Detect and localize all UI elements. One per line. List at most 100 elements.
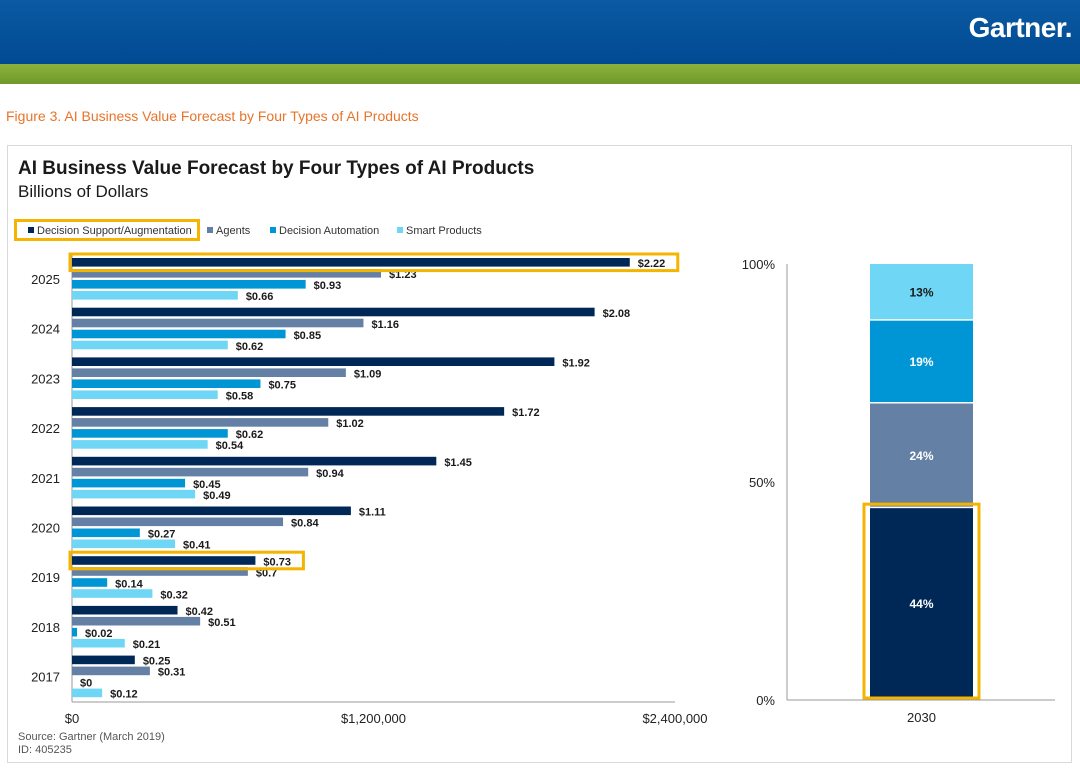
data-label-2023-decision-support-augmentation: $1.92 bbox=[562, 358, 590, 370]
legend-item-agents: Agents bbox=[207, 225, 250, 237]
bar-2019-decision-support-augmentation bbox=[72, 556, 256, 565]
data-label-2018-agents: $0.51 bbox=[208, 617, 236, 629]
data-label-2020-decision-support-augmentation: $1.11 bbox=[359, 507, 386, 519]
chart-subtitle: Billions of Dollars bbox=[18, 182, 149, 201]
data-label-2021-agents: $0.94 bbox=[316, 468, 344, 480]
highlight-box-2019 bbox=[68, 550, 305, 571]
bar-2023-decision-automation bbox=[72, 379, 261, 388]
legend-item-smart-products: Smart Products bbox=[397, 225, 482, 237]
stack-segment-agents bbox=[870, 403, 973, 507]
chart-title: AI Business Value Forecast by Four Types… bbox=[18, 158, 535, 179]
category-label-2018: 2018 bbox=[31, 620, 60, 635]
data-label-2023-smart-products: $0.58 bbox=[226, 391, 254, 403]
bar-2025-smart-products bbox=[72, 291, 238, 300]
data-label-2017-smart-products: $0.12 bbox=[110, 689, 138, 701]
category-label-2024: 2024 bbox=[31, 322, 60, 337]
bar-2017-agents bbox=[72, 666, 150, 676]
data-label-2021-smart-products: $0.49 bbox=[203, 490, 231, 502]
gartner-logo: Gartner. bbox=[968, 12, 1073, 43]
data-label-2017-decision-automation: $0 bbox=[80, 678, 92, 690]
legend-swatch-icon bbox=[270, 227, 276, 233]
legend-label: Decision Automation bbox=[279, 225, 380, 237]
data-label-2020-agents: $0.84 bbox=[291, 518, 319, 530]
category-label-2022: 2022 bbox=[31, 421, 60, 436]
bar-2020-decision-automation bbox=[72, 528, 140, 538]
bar-2022-decision-automation bbox=[72, 429, 228, 438]
bar-2023-smart-products bbox=[72, 390, 218, 399]
stack-segment-decision-support-augmentation bbox=[870, 508, 973, 699]
bar-2024-agents bbox=[72, 318, 364, 328]
bar-2020-smart-products bbox=[72, 539, 176, 549]
legend-item-decision-automation: Decision Automation bbox=[270, 225, 379, 237]
bar-2018-decision-support-augmentation bbox=[72, 605, 178, 615]
stack-segment-label-decision-support-augmentation: 44% bbox=[909, 597, 933, 611]
bar-2022-decision-support-augmentation bbox=[72, 407, 505, 416]
category-label-2019: 2019 bbox=[31, 570, 60, 585]
data-label-2024-smart-products: $0.62 bbox=[236, 341, 264, 353]
stack-category-label: 2030 bbox=[907, 710, 936, 725]
stack-segment-label-agents: 24% bbox=[909, 449, 933, 463]
legend-swatch-icon bbox=[397, 227, 403, 233]
data-label-2017-decision-support-augmentation: $0.25 bbox=[143, 656, 171, 668]
legend-swatch-icon bbox=[207, 227, 213, 233]
bar-2019-decision-automation bbox=[72, 578, 108, 587]
legend-highlight-box bbox=[14, 219, 200, 241]
category-label-2021: 2021 bbox=[31, 471, 60, 486]
data-label-2019-decision-support-augmentation: $0.73 bbox=[263, 556, 291, 568]
bar-2017-decision-support-augmentation bbox=[72, 655, 135, 665]
legend-item-decision-support: Decision Support/Augmentation bbox=[28, 225, 192, 237]
legend-label: Decision Support/Augmentation bbox=[37, 225, 192, 237]
bar-2018-smart-products bbox=[72, 638, 125, 648]
document-id: ID: 405235 bbox=[18, 744, 72, 756]
x-tick-label: $1,200,000 bbox=[341, 711, 406, 726]
stack-y-tick-label: 0% bbox=[756, 693, 775, 708]
data-label-2019-smart-products: $0.32 bbox=[160, 589, 188, 601]
data-label-2020-smart-products: $0.41 bbox=[183, 540, 211, 552]
data-label-2022-smart-products: $0.54 bbox=[216, 440, 244, 452]
stack-y-tick-label: 100% bbox=[742, 257, 776, 272]
bar-2024-decision-support-augmentation bbox=[72, 307, 595, 317]
data-label-2023-decision-automation: $0.75 bbox=[268, 380, 296, 392]
stack-segment-decision-automation bbox=[870, 320, 973, 403]
x-tick-label: $0 bbox=[65, 711, 79, 726]
legend-label: Smart Products bbox=[406, 225, 482, 237]
bar-2022-agents bbox=[72, 418, 329, 427]
bar-2025-decision-support-augmentation bbox=[72, 258, 630, 267]
data-label-2025-smart-products: $0.66 bbox=[246, 291, 274, 303]
data-label-2025-decision-automation: $0.93 bbox=[314, 280, 342, 292]
bar-2024-decision-automation bbox=[72, 329, 286, 339]
figure-caption: Figure 3. AI Business Value Forecast by … bbox=[6, 108, 419, 124]
data-label-2022-decision-support-augmentation: $1.72 bbox=[512, 407, 540, 419]
stack-y-tick-label: 50% bbox=[749, 475, 775, 490]
category-label-2023: 2023 bbox=[31, 371, 60, 386]
bar-2018-agents bbox=[72, 616, 201, 626]
accent-bar bbox=[0, 64, 1080, 84]
data-label-2022-decision-automation: $0.62 bbox=[236, 429, 264, 441]
bar-2017-smart-products bbox=[72, 688, 103, 698]
data-label-2024-decision-support-augmentation: $2.08 bbox=[603, 308, 631, 320]
category-label-2020: 2020 bbox=[31, 521, 60, 536]
data-label-2018-decision-automation: $0.02 bbox=[85, 628, 113, 640]
data-label-2024-agents: $1.16 bbox=[371, 319, 399, 331]
bar-2024-smart-products bbox=[72, 340, 228, 350]
bar-2019-smart-products bbox=[72, 589, 153, 598]
bar-2021-agents bbox=[72, 467, 309, 477]
data-label-2021-decision-support-augmentation: $1.45 bbox=[444, 457, 472, 469]
data-label-2017-agents: $0.31 bbox=[158, 667, 186, 679]
stack-segment-label-smart-products: 13% bbox=[909, 285, 933, 299]
bar-2020-decision-support-augmentation bbox=[72, 506, 351, 516]
data-label-2025-agents: $1.23 bbox=[389, 269, 417, 281]
source-note: Source: Gartner (March 2019) bbox=[18, 731, 165, 743]
stack-highlight-box bbox=[862, 502, 981, 700]
stack-segment-label-decision-automation: 19% bbox=[909, 355, 933, 369]
highlight-box-2025 bbox=[68, 252, 680, 273]
bar-2023-decision-support-augmentation bbox=[72, 357, 555, 366]
bar-2018-decision-automation bbox=[72, 627, 78, 637]
bar-2021-decision-support-augmentation bbox=[72, 456, 437, 466]
data-label-2023-agents: $1.09 bbox=[354, 369, 382, 381]
bar-2025-agents bbox=[72, 269, 382, 278]
x-tick-label: $2,400,000 bbox=[642, 711, 707, 726]
legend-swatch-icon bbox=[28, 227, 34, 233]
data-label-2019-decision-automation: $0.14 bbox=[115, 578, 143, 590]
